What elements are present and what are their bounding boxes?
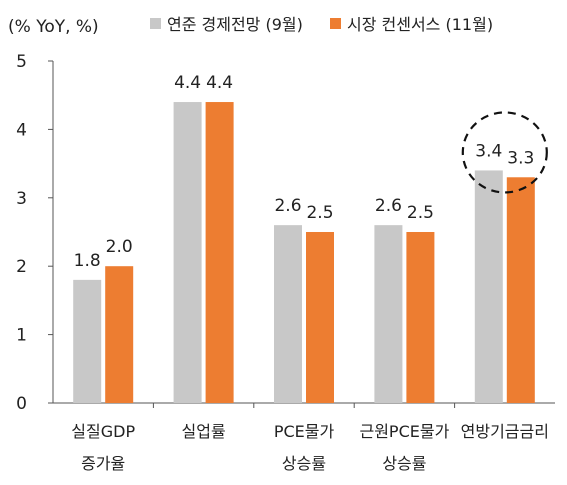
x-category-label: 연방기금금리 [461,422,549,441]
legend: 연준 경제전망 (9월) 시장 컨센서스 (11월) [150,15,493,34]
data-label: 3.4 [475,141,502,161]
y-tick-label: 1 [16,326,27,346]
x-category-label: 실업률 [182,422,226,441]
bar-series2-cat4 [406,232,435,403]
legend-label-2: 시장 컨센서스 (11월) [347,15,493,34]
legend-label-1: 연준 경제전망 (9월) [167,15,303,34]
data-label: 4.4 [206,73,233,93]
bars [73,102,535,403]
legend-swatch-1 [150,18,161,29]
data-label: 4.4 [174,73,201,93]
x-category-label: 근원PCE물가 [359,422,449,441]
data-label: 2.6 [375,196,402,216]
data-label: 2.6 [274,196,301,216]
bar-series1-cat2 [173,102,202,403]
x-category-label: 증가율 [81,454,125,473]
y-tick-label: 2 [16,257,27,277]
bar-series1-cat5 [474,170,503,403]
axes: 0 1 2 3 4 5 [16,52,555,414]
y-axis-title: (% YoY, %) [8,17,99,37]
data-labels: 1.82.04.4 4.42.6 2.5 2.6 2.53.4 3.3 [74,73,535,271]
y-tick-label: 0 [16,394,27,414]
y-tick-label: 3 [16,189,27,209]
bar-series1-cat1 [73,279,102,403]
bar-series2-cat1 [105,266,134,403]
annotation [461,111,548,194]
data-label: 1.8 [74,251,101,271]
data-label: 3.3 [507,148,534,168]
bar-series1-cat4 [374,225,403,403]
legend-swatch-2 [330,18,341,29]
bar-series2-cat5 [506,177,535,403]
y-tick-label: 4 [16,120,27,140]
bar-series2-cat3 [306,232,334,403]
x-category-label: 상승률 [382,454,426,473]
dashed-circle-annotation [461,111,548,194]
bar-series2-cat2 [205,102,234,403]
x-category-label: 실질GDP [71,422,135,441]
y-tick-label: 5 [16,52,27,72]
data-label: 2.5 [407,203,434,223]
x-category-label: 상승률 [282,454,326,473]
data-label: 2.0 [106,237,133,257]
bar-series1-cat3 [274,225,302,403]
data-label: 2.5 [306,203,333,223]
x-category-label: PCE물가 [274,422,335,441]
